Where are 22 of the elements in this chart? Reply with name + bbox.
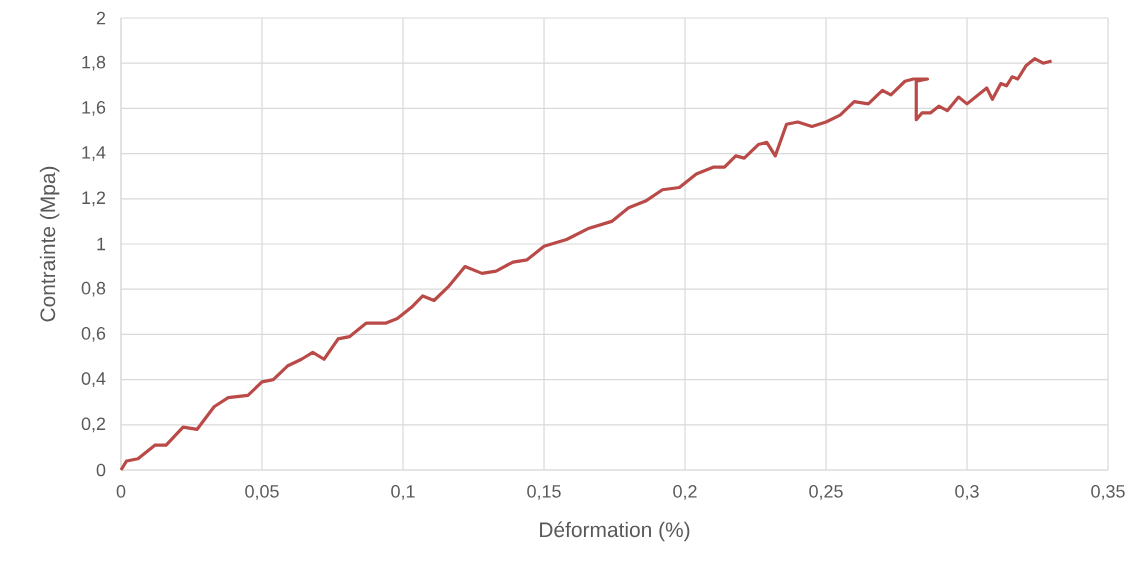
x-tick-label: 0,3 bbox=[955, 485, 979, 500]
y-tick-label: 1 bbox=[97, 237, 106, 251]
y-tick-label: 1,8 bbox=[82, 55, 106, 71]
x-tick-label: 0,05 bbox=[245, 485, 279, 500]
x-tick-label: 0,35 bbox=[1091, 485, 1125, 500]
y-tick-label: 0 bbox=[96, 463, 106, 477]
x-tick-label: 0,1 bbox=[391, 485, 415, 500]
y-tick-label: 0,8 bbox=[81, 281, 106, 297]
y-axis-title: Contrainte (Mpa) bbox=[39, 166, 60, 322]
x-tick-label: 0,25 bbox=[809, 485, 843, 500]
y-tick-label: 1,6 bbox=[82, 100, 106, 116]
y-tick-label: 0,6 bbox=[81, 326, 106, 342]
y-tick-label: 2 bbox=[96, 11, 106, 25]
y-tick-label: 1,4 bbox=[82, 146, 106, 161]
x-tick-label: 0,15 bbox=[527, 485, 561, 500]
y-tick-label: 0,2 bbox=[81, 417, 106, 433]
x-tick-label: 0 bbox=[116, 485, 126, 498]
x-axis-title: Déformation (%) bbox=[540, 521, 690, 542]
y-tick-label: 0,4 bbox=[81, 372, 106, 387]
x-tick-label: 0,2 bbox=[673, 485, 697, 500]
y-tick-label: 1,2 bbox=[82, 191, 106, 207]
line-series bbox=[119, 57, 1054, 472]
